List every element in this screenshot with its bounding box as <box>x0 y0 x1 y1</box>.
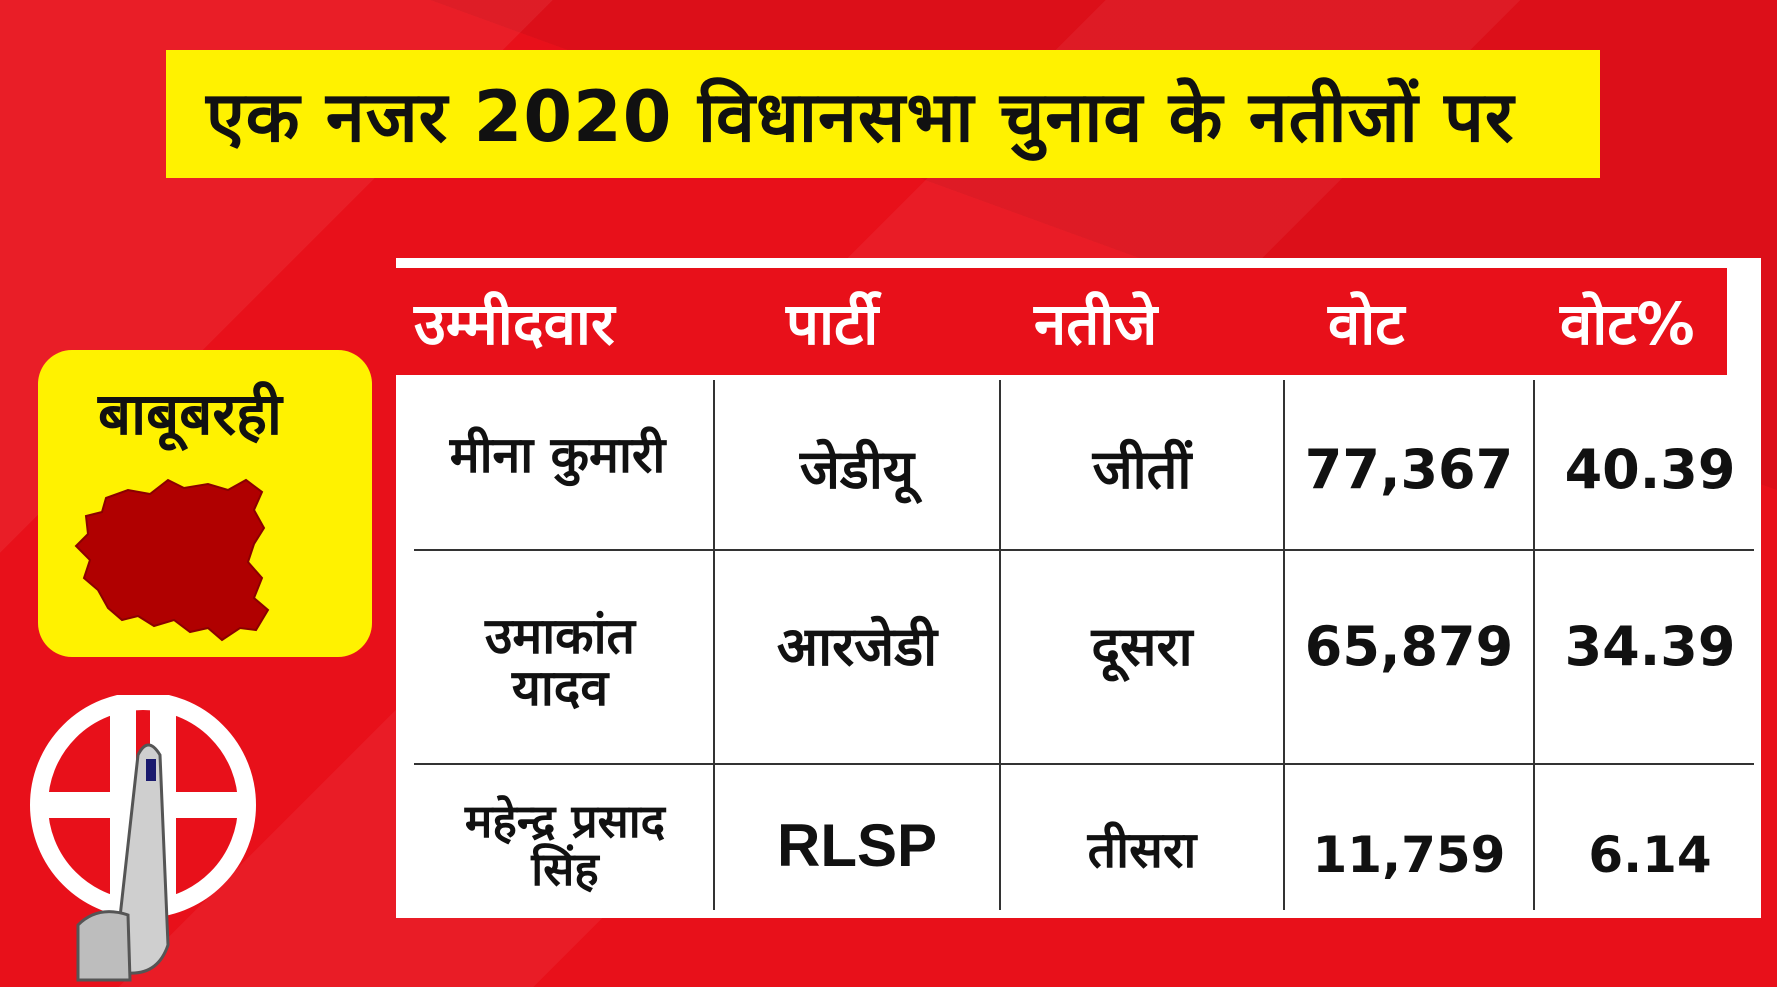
header-result: नतीजे <box>1034 290 1158 358</box>
cell-vote-percent: 40.39 <box>1564 437 1736 501</box>
cell-candidate: उमाकांत यादव <box>484 606 636 717</box>
page-title: एक नजर 2020 विधानसभा चुनाव के नतीजों पर <box>206 76 1515 158</box>
cell-candidate: महेन्द्र प्रसाद सिंह <box>464 793 666 896</box>
cell-result: दूसरा <box>1091 614 1193 678</box>
cell-vote-percent: 34.39 <box>1564 614 1736 678</box>
column-divider <box>1283 380 1285 910</box>
cell-votes: 65,879 <box>1304 614 1514 678</box>
cell-party: आरजेडी <box>776 614 938 678</box>
header-party: पार्टी <box>786 290 879 358</box>
cell-vote-percent: 6.14 <box>1588 825 1712 884</box>
constituency-name: बाबूबरही <box>98 380 282 448</box>
table-header: उम्मीदवार पार्टी नतीजे वोट वोट% <box>396 268 1727 375</box>
title-banner: एक नजर 2020 विधानसभा चुनाव के नतीजों पर <box>166 50 1600 178</box>
column-divider <box>999 380 1001 910</box>
cell-result: तीसरा <box>1087 820 1197 879</box>
cell-party: RLSP <box>776 811 938 879</box>
header-votes: वोट <box>1328 290 1405 358</box>
election-commission-logo-icon <box>30 695 256 982</box>
cell-party: जेडीयू <box>799 437 915 501</box>
cell-result: जीतीं <box>1092 437 1192 501</box>
cell-votes: 11,759 <box>1312 825 1506 884</box>
header-candidate: उम्मीदवार <box>414 290 615 358</box>
cell-candidate: मीना कुमारी <box>449 425 666 484</box>
row-divider <box>414 763 1754 765</box>
row-divider <box>414 549 1754 551</box>
header-vote-percent: वोट% <box>1560 290 1695 358</box>
column-divider <box>713 380 715 910</box>
column-divider <box>1533 380 1535 910</box>
cell-votes: 77,367 <box>1304 437 1514 501</box>
constituency-card: बाबूबरही <box>38 350 372 657</box>
constituency-map-icon <box>74 478 270 642</box>
